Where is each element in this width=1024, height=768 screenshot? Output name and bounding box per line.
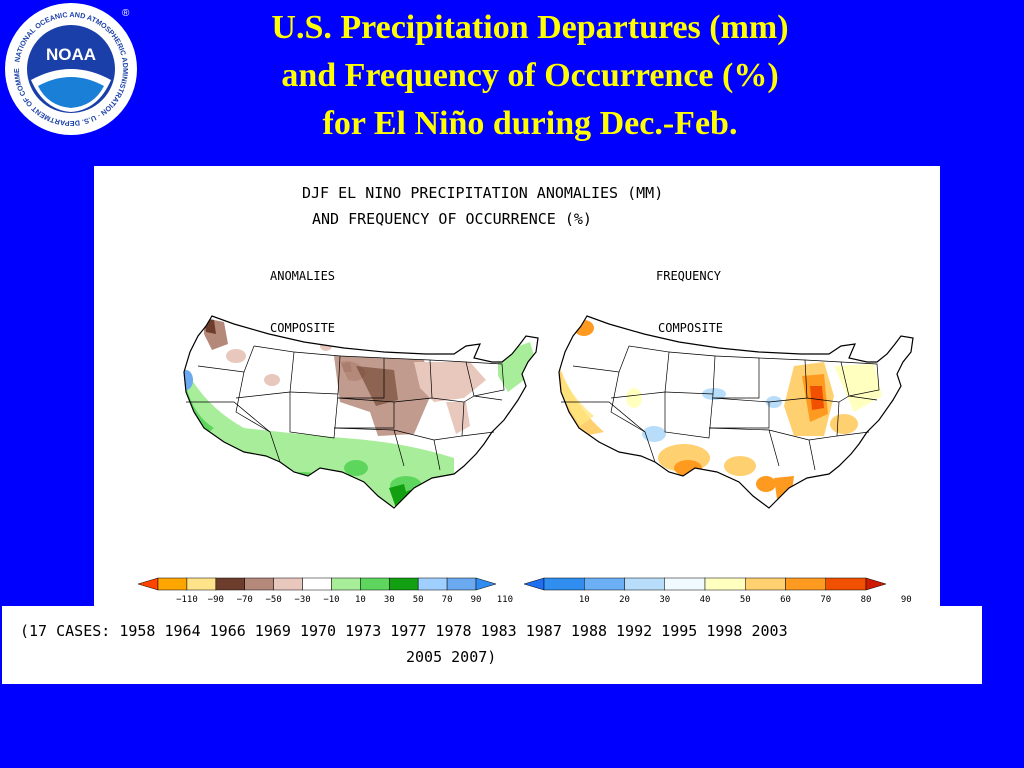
anomalies-map <box>183 315 539 509</box>
frequency-panel-title: FREQUENCY <box>656 269 722 283</box>
title-line-3: for El Niño during Dec.-Feb. <box>322 105 738 142</box>
anomalies-colorbar-swatch <box>215 577 245 591</box>
frequency-colorbar-swatch <box>543 577 585 591</box>
anomalies-colorbar-swatch <box>186 577 217 591</box>
anomalies-colorbar-tick-label: −90 <box>208 595 224 605</box>
frequency-colorbar-arrow-low <box>523 577 545 591</box>
frequency-colorbar-tick-label: 30 <box>659 595 670 605</box>
frequency-colorbar-tick-label: 80 <box>861 595 872 605</box>
anomalies-colorbar-tick-label: 10 <box>355 595 366 605</box>
frequency-colorbar-tick-label: 40 <box>700 595 711 605</box>
frequency-colorbar-tick-label: 90 <box>901 595 912 605</box>
figure-panel: DJF EL NINO PRECIPITATION ANOMALIES (MM)… <box>94 166 940 606</box>
anomalies-colorbar-swatch <box>244 577 274 591</box>
frequency-colorbar-swatch <box>785 577 826 591</box>
frequency-colorbar-swatch <box>664 577 706 591</box>
frequency-colorbar-swatch <box>624 577 665 591</box>
anomalies-colorbar-swatch <box>417 577 448 591</box>
anomalies-colorbar-swatch <box>389 577 419 591</box>
title-line-1: U.S. Precipitation Departures (mm) <box>271 9 789 46</box>
frequency-colorbar-swatch <box>825 577 867 591</box>
figure-header-line-1: DJF EL NINO PRECIPITATION ANOMALIES (MM) <box>302 184 663 202</box>
figure-svg: DJF EL NINO PRECIPITATION ANOMALIES (MM)… <box>137 184 914 605</box>
cases-line-1: (17 CASES: 1958 1964 1966 1969 1970 1973… <box>20 622 788 640</box>
registered-mark: ® <box>122 8 130 19</box>
frequency-colorbar-swatch <box>745 577 786 591</box>
frequency-colorbar-swatch <box>584 577 625 591</box>
anomalies-colorbar-arrow-low <box>137 577 159 591</box>
title-line-2: and Frequency of Occurrence (%) <box>281 57 779 94</box>
frequency-colorbar-tick-label: 60 <box>780 595 791 605</box>
noaa-logo: NOAA NATIONAL OCEANIC AND ATMOSPHERIC AD… <box>4 2 137 135</box>
frequency-map <box>558 315 914 509</box>
anomalies-colorbar-swatch <box>273 577 303 591</box>
frequency-colorbar-tick-label: 10 <box>579 595 590 605</box>
anomalies-colorbar-tick-label: −110 <box>176 595 198 605</box>
cases-line-2: 2005 2007) <box>406 648 497 666</box>
anomalies-colorbar-tick-label: 110 <box>497 595 513 605</box>
anomalies-colorbar-tick-label: −70 <box>237 595 253 605</box>
frequency-colorbar: 10 20 30 40 50 60 70 80 90 <box>523 577 912 605</box>
anomalies-panel-subtitle: COMPOSITE <box>270 321 335 335</box>
anomalies-colorbar-tick-label: 30 <box>384 595 395 605</box>
anomalies-colorbar-swatch <box>302 577 332 591</box>
frequency-colorbar-arrow-high <box>865 577 887 591</box>
anomalies-colorbar-tick-label: −30 <box>294 595 310 605</box>
anomalies-colorbar-swatch <box>446 577 477 591</box>
anomalies-panel-title: ANOMALIES <box>270 269 335 283</box>
anomalies-colorbar-tick-label: −50 <box>266 595 282 605</box>
anomalies-colorbar-tick-label: 90 <box>471 595 482 605</box>
frequency-colorbar-swatch <box>704 577 746 591</box>
anomalies-colorbar-swatch <box>331 577 361 591</box>
frequency-colorbar-tick-label: 50 <box>740 595 751 605</box>
anomalies-colorbar-tick-label: −10 <box>323 595 339 605</box>
frequency-colorbar-tick-label: 20 <box>619 595 630 605</box>
slide-title: U.S. Precipitation Departures (mm) and F… <box>160 4 900 148</box>
figure-header-line-2: AND FREQUENCY OF OCCURRENCE (%) <box>312 210 592 228</box>
anomalies-colorbar-tick-label: 70 <box>442 595 453 605</box>
anomalies-colorbar-swatch <box>360 577 390 591</box>
anomalies-colorbar: −110 −90 −70 −50 −30 −10 10 30 50 70 90 110 <box>137 577 513 605</box>
logo-text: NOAA <box>46 45 96 64</box>
frequency-colorbar-tick-label: 70 <box>820 595 831 605</box>
anomalies-colorbar-swatch <box>157 577 188 591</box>
anomalies-colorbar-arrow-high <box>475 577 497 591</box>
frequency-panel-subtitle: COMPOSITE <box>658 321 723 335</box>
cases-panel: (17 CASES: 1958 1964 1966 1969 1970 1973… <box>2 606 982 684</box>
anomalies-colorbar-tick-label: 50 <box>413 595 424 605</box>
